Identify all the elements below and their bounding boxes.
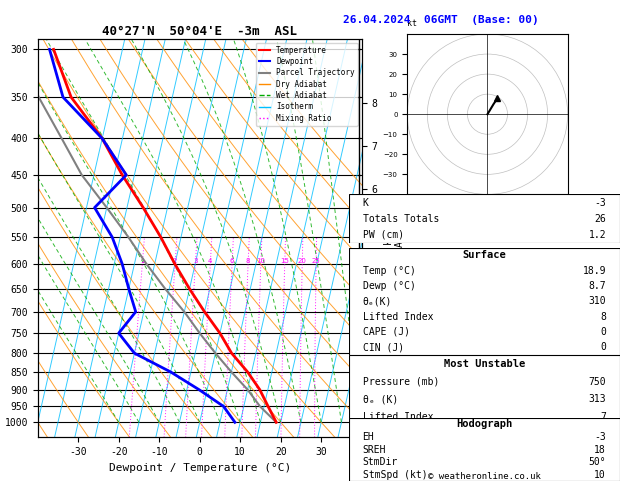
Text: StmSpd (kt): StmSpd (kt) <box>363 470 427 480</box>
Text: EH: EH <box>363 432 374 442</box>
Text: 3: 3 <box>193 258 198 264</box>
Text: 313: 313 <box>588 394 606 404</box>
Text: θₑ (K): θₑ (K) <box>363 394 398 404</box>
Text: Most Unstable: Most Unstable <box>443 359 525 369</box>
Text: CAPE (J): CAPE (J) <box>363 327 409 337</box>
Text: 18.9: 18.9 <box>582 266 606 276</box>
Text: 26: 26 <box>594 214 606 224</box>
Text: © weatheronline.co.uk: © weatheronline.co.uk <box>428 472 541 481</box>
Text: K: K <box>363 197 369 208</box>
Text: 310: 310 <box>588 296 606 306</box>
Text: 20: 20 <box>298 258 307 264</box>
Text: CIN (J): CIN (J) <box>363 448 404 458</box>
Text: Temp (°C): Temp (°C) <box>363 266 416 276</box>
Text: 0: 0 <box>600 327 606 337</box>
Text: θₑ(K): θₑ(K) <box>363 296 392 306</box>
Text: 8: 8 <box>246 258 250 264</box>
Text: 6: 6 <box>230 258 235 264</box>
X-axis label: Dewpoint / Temperature (°C): Dewpoint / Temperature (°C) <box>109 463 291 473</box>
FancyBboxPatch shape <box>349 355 620 462</box>
Text: Hodograph: Hodograph <box>456 419 513 429</box>
Text: 4: 4 <box>208 258 213 264</box>
Text: Surface: Surface <box>462 250 506 260</box>
Text: 7: 7 <box>600 412 606 422</box>
Text: 750: 750 <box>588 377 606 386</box>
FancyBboxPatch shape <box>349 418 620 481</box>
Text: 2: 2 <box>173 258 177 264</box>
Text: SREH: SREH <box>363 445 386 454</box>
Text: CAPE (J): CAPE (J) <box>363 430 409 440</box>
Title: 40°27'N  50°04'E  -3m  ASL: 40°27'N 50°04'E -3m ASL <box>102 25 298 38</box>
Text: 26.04.2024  06GMT  (Base: 00): 26.04.2024 06GMT (Base: 00) <box>343 15 538 25</box>
Text: 1: 1 <box>140 258 145 264</box>
Text: PW (cm): PW (cm) <box>363 230 404 240</box>
Text: StmDir: StmDir <box>363 457 398 467</box>
Text: -3: -3 <box>594 432 606 442</box>
FancyBboxPatch shape <box>349 248 620 355</box>
Text: 0: 0 <box>600 430 606 440</box>
Text: Lifted Index: Lifted Index <box>363 312 433 322</box>
Text: 18: 18 <box>594 445 606 454</box>
Text: kt: kt <box>408 18 417 28</box>
Text: CIN (J): CIN (J) <box>363 342 404 352</box>
Legend: Temperature, Dewpoint, Parcel Trajectory, Dry Adiabat, Wet Adiabat, Isotherm, Mi: Temperature, Dewpoint, Parcel Trajectory… <box>255 43 358 125</box>
Text: Totals Totals: Totals Totals <box>363 214 439 224</box>
Text: Lifted Index: Lifted Index <box>363 412 433 422</box>
Text: 15: 15 <box>281 258 289 264</box>
Text: Dewp (°C): Dewp (°C) <box>363 281 416 291</box>
Text: 0: 0 <box>600 448 606 458</box>
Text: LCL: LCL <box>362 375 377 383</box>
Text: 10: 10 <box>257 258 265 264</box>
Text: 50°: 50° <box>588 457 606 467</box>
Text: -3: -3 <box>594 197 606 208</box>
Text: 10: 10 <box>594 470 606 480</box>
Text: 0: 0 <box>600 342 606 352</box>
Text: Pressure (mb): Pressure (mb) <box>363 377 439 386</box>
Text: 1.2: 1.2 <box>588 230 606 240</box>
Text: 25: 25 <box>312 258 321 264</box>
FancyBboxPatch shape <box>349 194 620 243</box>
Text: 8.7: 8.7 <box>588 281 606 291</box>
Text: 8: 8 <box>600 312 606 322</box>
Y-axis label: km
ASL: km ASL <box>383 229 404 247</box>
